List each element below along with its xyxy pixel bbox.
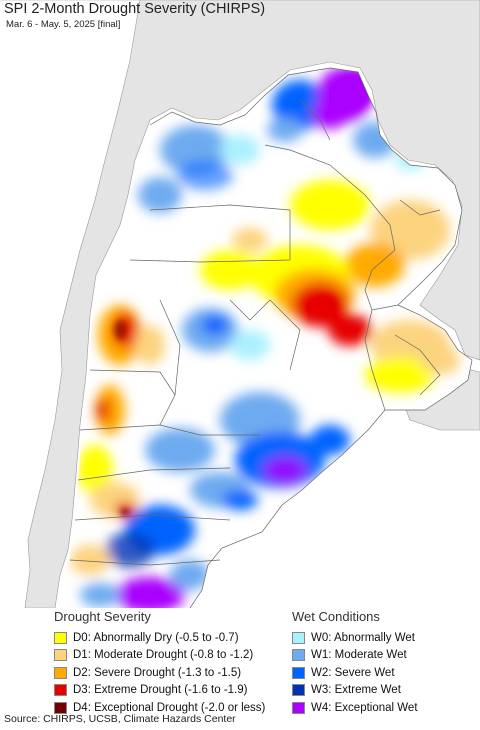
legend-label-w1: W1: Moderate Wet xyxy=(311,649,407,662)
map-subtitle: Mar. 6 - May. 5, 2025 [final] xyxy=(6,19,121,30)
drought-legend: Drought Severity D0: Abnormally Dry (-0.… xyxy=(54,608,265,717)
legend-item-w1: W1: Moderate Wet xyxy=(292,647,418,665)
legend-swatch-d3 xyxy=(54,684,67,697)
legend-item-d1: D1: Moderate Drought (-0.8 to -1.2) xyxy=(54,647,265,665)
legend-swatch-d4 xyxy=(54,701,67,714)
legend-swatch-w1 xyxy=(292,649,305,662)
legend-label-d4: D4: Exceptional Drought (-2.0 or less) xyxy=(73,701,266,714)
legend-item-w3: W3: Extreme Wet xyxy=(292,682,418,700)
legend-swatch-d1 xyxy=(54,649,67,662)
drought-legend-title: Drought Severity xyxy=(54,609,151,624)
legend-item-d2: D2: Severe Drought (-1.3 to -1.5) xyxy=(54,664,265,682)
legend-item-w0: W0: Abnormally Wet xyxy=(292,629,418,647)
wet-legend: Wet Conditions W0: Abnormally Wet W1: Mo… xyxy=(292,608,418,717)
legend-item-d0: D0: Abnormally Dry (-0.5 to -0.7) xyxy=(54,629,265,647)
political-borders xyxy=(69,67,473,608)
legend-label-w4: W4: Exceptional Wet xyxy=(311,701,418,714)
legend-label-w0: W0: Abnormally Wet xyxy=(311,631,415,644)
legend-label-d0: D0: Abnormally Dry (-0.5 to -0.7) xyxy=(73,631,239,644)
legend-item-d3: D3: Extreme Drought (-1.6 to -1.9) xyxy=(54,682,265,700)
legend-swatch-w0 xyxy=(292,631,305,644)
legend-label-d1: D1: Moderate Drought (-0.8 to -1.2) xyxy=(73,649,254,662)
legend-swatch-w2 xyxy=(292,666,305,679)
legend-swatch-w4 xyxy=(292,701,305,714)
legend-label-w3: W3: Extreme Wet xyxy=(311,684,401,697)
map-title: SPI 2-Month Drought Severity (CHIRPS) xyxy=(4,1,266,17)
legend: Drought Severity D0: Abnormally Dry (-0.… xyxy=(0,608,480,714)
legend-label-d3: D3: Extreme Drought (-1.6 to -1.9) xyxy=(73,684,248,697)
legend-item-w4: W4: Exceptional Wet xyxy=(292,699,418,717)
legend-item-w2: W2: Severe Wet xyxy=(292,664,418,682)
legend-label-d2: D2: Severe Drought (-1.3 to -1.5) xyxy=(73,666,242,679)
drought-map xyxy=(0,0,480,608)
legend-label-w2: W2: Severe Wet xyxy=(311,666,395,679)
legend-swatch-d0 xyxy=(54,631,67,644)
legend-item-d4: D4: Exceptional Drought (-2.0 or less) xyxy=(54,699,265,717)
legend-swatch-d2 xyxy=(54,666,67,679)
source-credit: Source: CHIRPS, UCSB, Climate Hazards Ce… xyxy=(4,713,236,725)
wet-legend-title: Wet Conditions xyxy=(292,609,380,624)
legend-swatch-w3 xyxy=(292,684,305,697)
